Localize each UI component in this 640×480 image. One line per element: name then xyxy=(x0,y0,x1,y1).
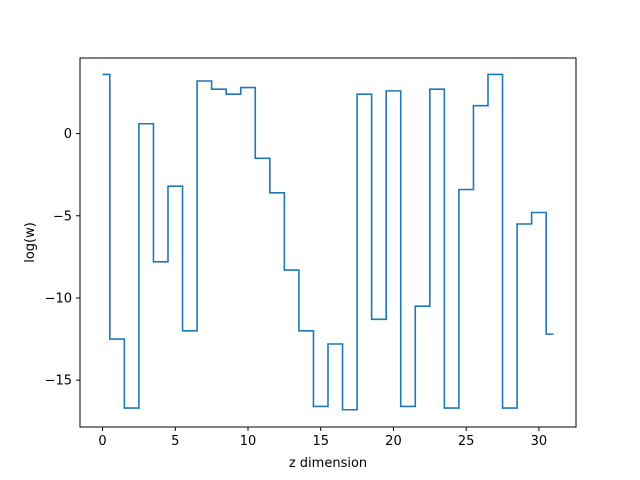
plot-frame xyxy=(79,57,577,428)
x-axis-label: z dimension xyxy=(289,456,367,471)
y-tick-label: −15 xyxy=(45,374,72,389)
y-axis-label: log(w) xyxy=(23,222,38,263)
x-tick-label: 20 xyxy=(385,434,402,449)
series-line xyxy=(102,73,554,411)
x-tick-label: 5 xyxy=(171,434,179,449)
y-tick-label: −5 xyxy=(53,209,72,224)
y-tick-label: 0 xyxy=(64,127,72,142)
x-tick-label: 0 xyxy=(98,434,106,449)
y-tick-label: −10 xyxy=(45,291,72,306)
x-tick-label: 30 xyxy=(531,434,548,449)
x-tick-label: 25 xyxy=(458,434,475,449)
x-tick-label: 10 xyxy=(240,434,257,449)
x-tick-label: 15 xyxy=(312,434,329,449)
